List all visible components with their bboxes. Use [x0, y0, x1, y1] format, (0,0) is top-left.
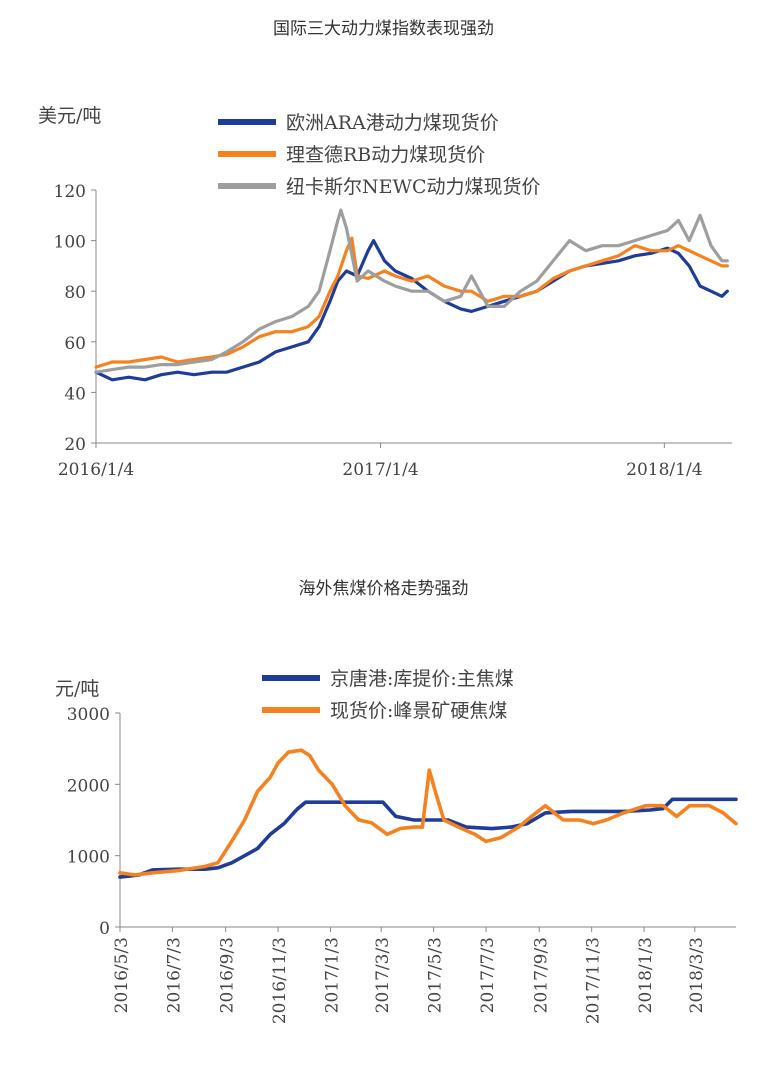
y-axis-label: 美元/吨 — [38, 105, 101, 127]
x-tick-label: 2017/9/3 — [531, 937, 551, 1013]
y-tick-label: 0 — [99, 919, 110, 939]
x-tick-label: 2017/1/3 — [322, 937, 342, 1013]
chart2-title: 海外焦煤价格走势强劲 — [298, 579, 469, 599]
series-line-0 — [94, 239, 729, 382]
y-tick-label: 80 — [64, 283, 86, 303]
y-tick-label: 3000 — [67, 705, 110, 725]
legend-label-1: 现货价:峰景矿硬焦煤 — [330, 700, 507, 722]
x-tick-label: 2016/5/3 — [112, 937, 132, 1013]
y-tick-label: 2000 — [67, 776, 110, 796]
y-tick-label: 100 — [54, 233, 86, 253]
x-tick-label: 2018/1/3 — [636, 937, 656, 1013]
legend-label-0: 欧洲ARA港动力煤现货价 — [286, 112, 499, 134]
x-tick-label: 2017/11/3 — [584, 937, 604, 1024]
y-axis-label: 元/吨 — [55, 678, 99, 700]
x-tick-label: 2017/1/4 — [342, 460, 418, 480]
y-tick-label: 1000 — [67, 848, 110, 868]
series-line-0 — [118, 797, 738, 879]
series-line-1 — [118, 748, 738, 877]
chart2-plot: 0 1000 2000 3000 2016/5/3 2016/7/3 2016/9/3 201… — [55, 668, 738, 1024]
chart1-title: 国际三大动力煤指数表现强劲 — [273, 19, 494, 39]
x-tick-label: 2016/11/3 — [270, 937, 290, 1024]
x-tick-label: 2017/7/3 — [478, 937, 498, 1013]
x-tick-label: 2018/3/3 — [687, 937, 707, 1013]
series-line-2 — [94, 208, 729, 374]
x-tick-label: 2017/3/3 — [373, 937, 393, 1013]
x-tick-label: 2016/9/3 — [218, 937, 238, 1013]
y-tick-label: 60 — [64, 334, 86, 354]
legend-label-2: 纽卡斯尔NEWC动力煤现货价 — [286, 176, 541, 198]
x-tick-label: 2016/1/4 — [58, 460, 134, 480]
legend-label-1: 理查德RB动力煤现货价 — [286, 144, 485, 166]
y-tick-label: 120 — [54, 182, 86, 202]
x-tick-label: 2016/7/3 — [164, 937, 184, 1013]
x-tick-label: 2018/1/4 — [626, 460, 702, 480]
legend-label-0: 京唐港:库提价:主焦煤 — [330, 668, 514, 690]
y-tick-label: 20 — [64, 435, 86, 455]
x-tick-label: 2017/5/3 — [426, 937, 446, 1013]
y-tick-label: 40 — [64, 384, 86, 404]
chart1-plot: 20 40 60 80 100 120 2016/1/4 2017/1/4 2018/1/4 美元… — [38, 105, 732, 480]
